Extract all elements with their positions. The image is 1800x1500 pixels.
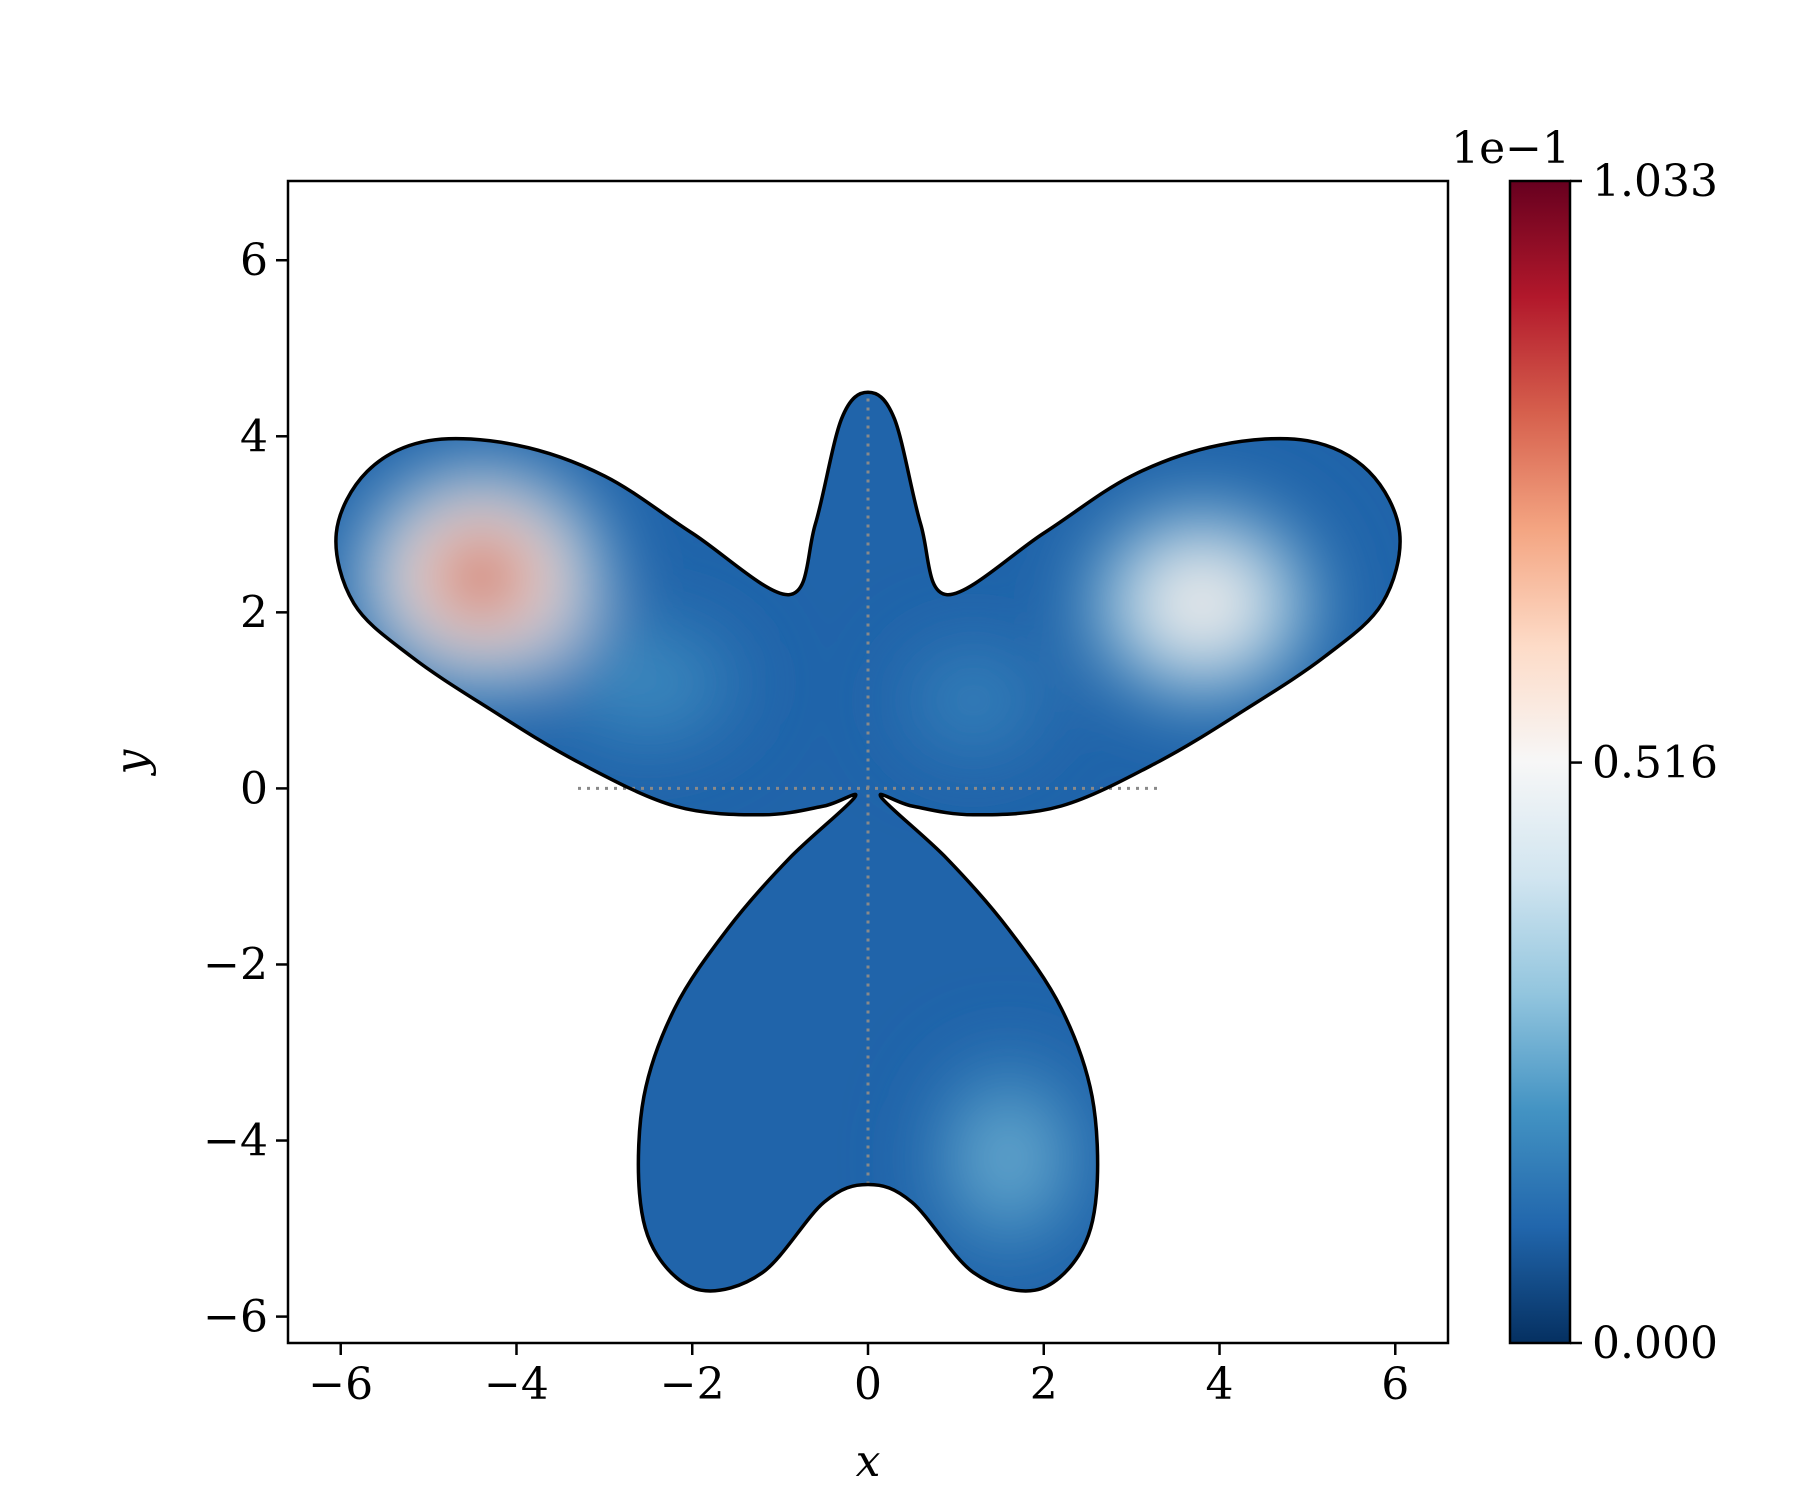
x-tick-label: −6 [308,1359,373,1410]
y-tick-label: 6 [240,235,268,286]
colorbar-tick-label: 0.516 [1592,738,1718,789]
colorbar-tick-label: 0.000 [1592,1318,1718,1369]
x-tick-label: 4 [1206,1359,1234,1410]
colorbar-gradient [1508,179,1572,1345]
domain-boundary [334,390,1402,1293]
y-tick-label: 2 [240,587,268,638]
x-tick-label: −4 [484,1359,549,1410]
y-tick-label: 0 [240,763,268,814]
plot-area [334,390,1402,1293]
heatmap-base [335,392,1401,1291]
y-tick-label: −4 [203,1116,268,1167]
y-axis-label: y [106,748,157,776]
y-tick-label: 4 [240,411,268,462]
heatmap-hotspot-2-level-7 [1184,588,1220,619]
heatmap-field [335,392,1401,1291]
colorbar-offset-label: 1e−1 [1451,123,1570,174]
y-tick-label: −6 [203,1292,268,1343]
heatmap-hotspot-4-level-7 [962,691,985,710]
heatmap-hotspot-3-level-7 [996,1143,1021,1174]
x-tick-label: 6 [1381,1359,1409,1410]
x-tick-label: 2 [1030,1359,1058,1410]
axes: −6 −4 −2 0 2 4 6 −6 −4 −2 0 2 4 6 [203,179,1450,1410]
colorbar-tick-label: 1.033 [1592,156,1718,207]
x-tick-label: −2 [660,1359,725,1410]
y-tick-label: −2 [203,939,268,990]
x-axis-label: x [856,1436,881,1487]
heatmap-hotspot-5-level-7 [633,672,664,693]
heatmap-hotspot-1-level-7 [463,560,500,594]
x-tick-label: 0 [854,1359,882,1410]
colorbar: 0.000 0.516 1.033 1e−1 [1451,123,1718,1369]
